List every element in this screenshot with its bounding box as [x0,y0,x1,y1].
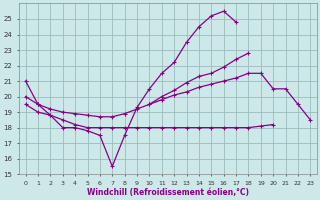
X-axis label: Windchill (Refroidissement éolien,°C): Windchill (Refroidissement éolien,°C) [87,188,249,197]
